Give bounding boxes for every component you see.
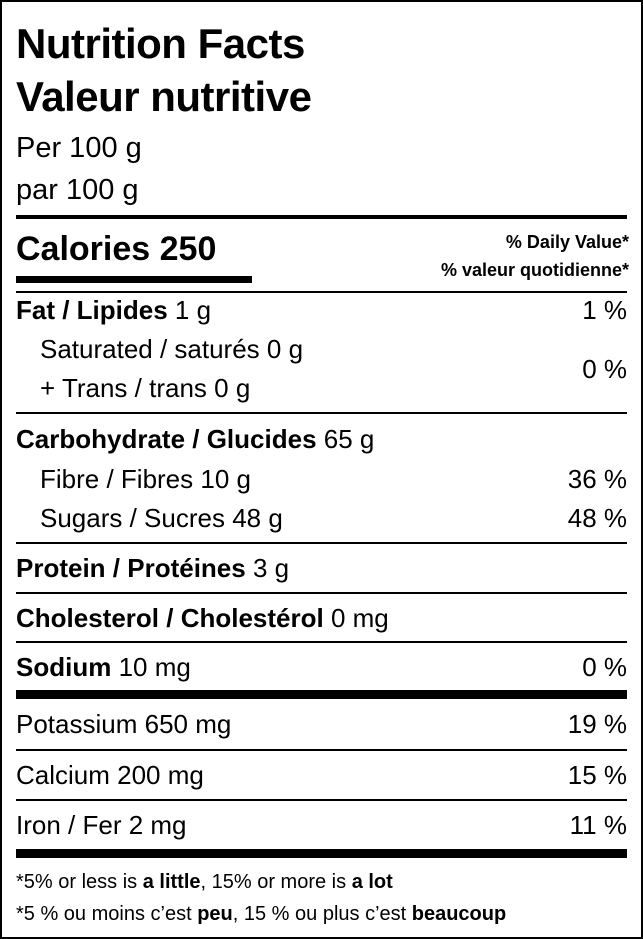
- calories-value: 250: [159, 230, 217, 268]
- row: Sodium 10 mg: [16, 649, 191, 685]
- row: Protein / Protéines 3 g: [16, 550, 289, 586]
- rule: [16, 276, 252, 283]
- text: *5% or less is: [16, 871, 143, 893]
- text: beaucoup: [411, 903, 507, 925]
- nutrient-name: Cholesterol / Cholestérol: [16, 603, 324, 633]
- footnote: *5% or less is a little, 15% or more is …: [16, 868, 393, 896]
- dv-header-en: % Daily Value*: [505, 232, 629, 252]
- serving-fr: par 100 g: [16, 174, 139, 206]
- rule: [16, 542, 627, 544]
- text: , 15 % ou plus c’est: [232, 903, 412, 925]
- text: a little: [142, 871, 201, 893]
- text: , 15% or more is: [200, 871, 352, 893]
- title-en: Nutrition Facts: [16, 20, 305, 67]
- nutrient-dv: 0 %: [582, 652, 627, 682]
- nutrient-dv: 36 %: [567, 464, 627, 494]
- serving-en: Per 100 g: [16, 132, 142, 164]
- nutrient-name: Sugars / Sucres 48 g: [40, 503, 283, 533]
- nutrient-dv: 15 %: [567, 760, 627, 790]
- nutrient-name: Potassium 650 mg: [16, 709, 232, 739]
- text: peu: [197, 903, 233, 925]
- nutrient-amount: 65 g: [323, 424, 375, 454]
- row: Fat / Lipides 1 g: [16, 292, 211, 328]
- nutrient-line: + Trans / trans 0 g: [40, 373, 251, 403]
- nutrient-name: Carbohydrate / Glucides: [16, 424, 317, 454]
- rule: [16, 799, 627, 801]
- rule: [16, 641, 627, 643]
- nutrient-amount: 1 g: [174, 295, 212, 325]
- nutrient-name: Fibre / Fibres 10 g: [40, 464, 251, 494]
- rule: [16, 592, 627, 594]
- nutrient-dv: 48 %: [567, 503, 627, 533]
- nutrient-name: Sodium: [16, 652, 112, 682]
- row: Cholesterol / Cholestérol 0 mg: [16, 600, 389, 636]
- nutrient-dv: 0 %: [582, 354, 627, 384]
- rule: [16, 690, 627, 699]
- calories-label: Calories: [16, 230, 151, 268]
- nutrient-name: Protein / Protéines: [16, 553, 246, 583]
- nutrient-dv: 11 %: [569, 810, 627, 840]
- rule: [16, 849, 627, 858]
- rule: [16, 412, 627, 414]
- footnote: *5 % ou moins c’est peu, 15 % ou plus c’…: [16, 900, 506, 928]
- rule: [16, 291, 627, 293]
- nutrient-line: Saturated / saturés 0 g: [40, 334, 304, 364]
- title-fr: Valeur nutritive: [16, 73, 312, 120]
- nutrient-name: Fat / Lipides: [16, 295, 168, 325]
- dv-header-fr: % valeur quotidienne*: [440, 260, 629, 280]
- text: *5 % ou moins c’est: [16, 903, 198, 925]
- nutrient-name: Calcium 200 mg: [16, 760, 204, 790]
- row: Carbohydrate / Glucides 65 g: [16, 421, 374, 457]
- nutrient-amount: 0 mg: [330, 603, 389, 633]
- nutrient-amount: 3 g: [252, 553, 290, 583]
- rule: [16, 215, 627, 219]
- rule: [16, 749, 627, 751]
- nutrient-amount: 10 mg: [118, 652, 191, 682]
- calories: Calories 250: [16, 229, 216, 269]
- nutrient-dv: 1 %: [582, 295, 627, 325]
- nutrient-dv: 19 %: [567, 709, 627, 739]
- text: a lot: [351, 871, 393, 893]
- nutrient-name: Iron / Fer 2 mg: [16, 810, 187, 840]
